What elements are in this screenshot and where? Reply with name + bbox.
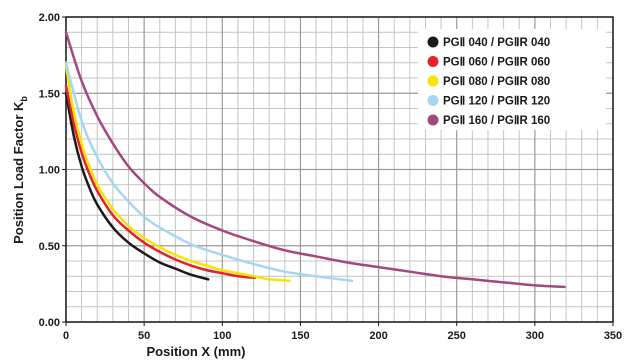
x-tick-label: 50	[138, 330, 150, 342]
legend-label-4: PGⅡ 160 / PGⅡR 160	[443, 114, 550, 127]
x-tick-label: 100	[213, 330, 231, 342]
y-tick-label: 1.50	[39, 88, 60, 100]
legend-label-3: PGⅡ 120 / PGⅡR 120	[443, 95, 550, 108]
x-tick-label: 350	[604, 330, 622, 342]
legend: PGⅡ 040 / PGⅡR 040 PGⅡ 060 / PGⅡR 060 PGⅡ …	[418, 29, 606, 130]
y-tick-label: 0.50	[39, 241, 60, 253]
x-tick-label: 250	[448, 330, 466, 342]
series-line-4	[64, 31, 566, 289]
legend-marker-2	[427, 75, 439, 87]
x-axis-ticks: 0 50 100 150 200 250 300 350	[63, 322, 622, 342]
legend-label-1: PGⅡ 060 / PGⅡR 060	[443, 56, 550, 69]
y-tick-label: 0.00	[39, 317, 60, 329]
legend-label-2: PGⅡ 080 / PGⅡR 080	[443, 75, 550, 88]
x-tick-label: 150	[291, 330, 309, 342]
y-axis-ticks: 0.00 0.50 1.00 1.50 2.00	[39, 12, 66, 329]
series-line-3	[64, 61, 354, 283]
x-axis-title: Position X (mm)	[147, 344, 246, 359]
legend-label-0: PGⅡ 040 / PGⅡR 040	[443, 36, 550, 49]
legend-box	[418, 29, 606, 130]
y-tick-label: 1.00	[39, 165, 60, 177]
series-line-0	[64, 92, 210, 281]
legend-marker-3	[427, 95, 439, 106]
y-tick-label: 2.00	[39, 12, 60, 24]
x-tick-label: 300	[526, 330, 544, 342]
legend-marker-0	[427, 36, 439, 48]
y-axis-title: Position Load Factor Kb	[11, 96, 29, 244]
x-tick-label: 200	[369, 330, 387, 342]
series-line-1	[64, 84, 257, 280]
series-line-2	[64, 64, 291, 283]
series-lines	[64, 31, 566, 289]
legend-marker-1	[427, 56, 439, 67]
legend-marker-4	[427, 114, 439, 126]
x-tick-label: 0	[63, 330, 69, 342]
